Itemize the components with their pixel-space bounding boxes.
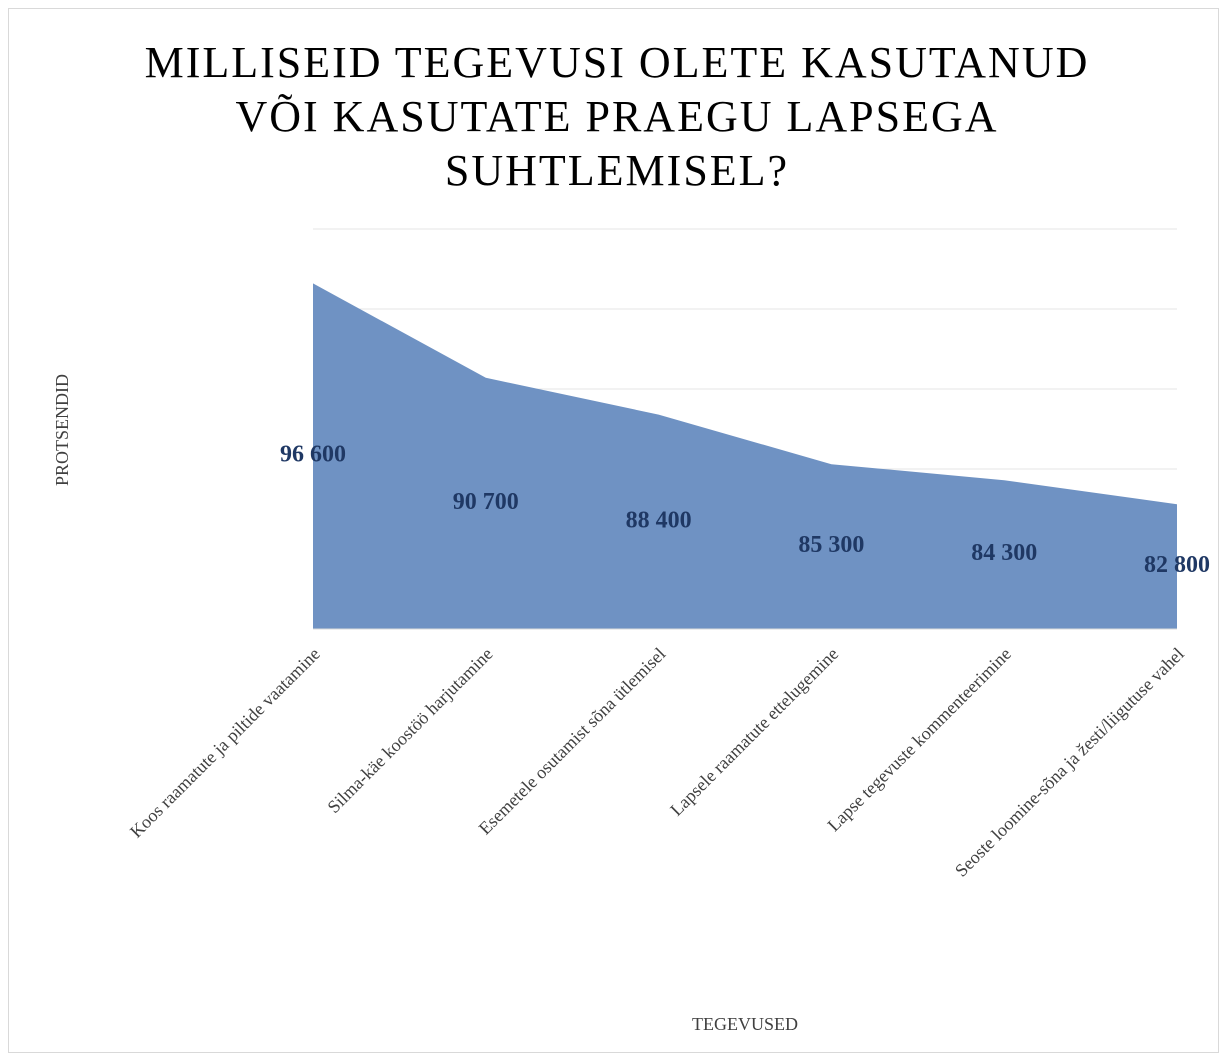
data-label: 90 700	[453, 489, 519, 515]
x-tick-label: Silma-käe koostöö harjutamine	[323, 644, 496, 817]
chart-border	[8, 8, 1219, 1053]
data-label: 96 600	[280, 442, 346, 468]
y-axis-title: PROTSENDID	[52, 374, 72, 486]
x-tick-label: Lapsele raamatute ettelugemine	[666, 644, 842, 820]
x-tick-label: Lapse tegevuste kommenteerimine	[823, 644, 1015, 836]
x-tick-label: Koos raamatute ja piltide vaatamine	[126, 644, 324, 842]
data-label: 88 400	[626, 507, 692, 533]
area	[313, 283, 1177, 629]
chart-title: MILLISEID TEGEVUSI OLETE KASUTANUD VÕI K…	[144, 38, 1090, 195]
data-label: 82 800	[1144, 552, 1210, 578]
x-axis-title: TEGEVUSED	[692, 1014, 798, 1034]
data-label: 84 300	[971, 540, 1037, 566]
data-label: 85 300	[798, 532, 864, 558]
x-tick-label: Esemetele osutamist sõna ütlemisel	[475, 644, 670, 839]
